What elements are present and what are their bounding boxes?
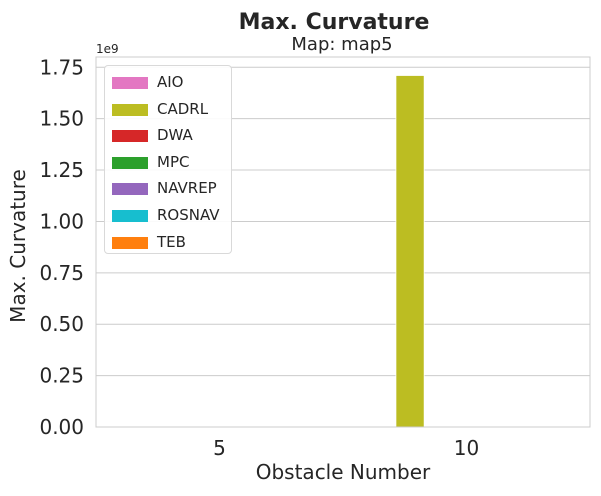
legend-swatch xyxy=(112,236,148,249)
legend-label: MPC xyxy=(157,152,190,171)
x-tick-label: 5 xyxy=(213,436,226,460)
chart-title: Max. Curvature xyxy=(239,10,430,35)
legend-swatch xyxy=(112,103,148,116)
legend-swatch xyxy=(112,210,148,222)
y-tick-label: 0.00 xyxy=(39,415,84,439)
x-tick-label: 10 xyxy=(454,436,479,460)
x-axis-label: Obstacle Number xyxy=(256,460,431,484)
y-tick-label: 0.75 xyxy=(39,261,84,285)
y-tick-label: 1.75 xyxy=(39,55,84,79)
legend-label: TEB xyxy=(157,232,186,251)
y-tick-label: 1.00 xyxy=(39,209,84,233)
legend-swatch xyxy=(112,183,148,196)
plot-frame xyxy=(95,56,591,428)
legend-label: AIO xyxy=(157,73,184,91)
legend-swatch xyxy=(112,130,148,143)
legend-label: NAVREP xyxy=(157,179,217,198)
y-axis-label: Max. Curvature xyxy=(6,169,30,323)
y-tick-label: 1.25 xyxy=(39,158,84,182)
y-tick-label: 0.50 xyxy=(39,312,84,336)
legend-swatch xyxy=(112,156,148,169)
legend-label: ROSNAV xyxy=(157,206,220,224)
legend-swatch xyxy=(112,77,148,89)
legend-label: DWA xyxy=(157,126,193,145)
y-offset-label: 1e9 xyxy=(96,42,119,56)
legend: AIO CADRL DWA MPC NAVREP ROSNAV TEB xyxy=(104,65,232,254)
legend-label: CADRL xyxy=(157,99,209,118)
y-tick-label: 1.50 xyxy=(39,107,84,131)
y-tick-label: 0.25 xyxy=(39,364,84,388)
chart-subtitle: Map: map5 xyxy=(291,34,392,55)
bar-cadrl-10 xyxy=(395,75,425,428)
